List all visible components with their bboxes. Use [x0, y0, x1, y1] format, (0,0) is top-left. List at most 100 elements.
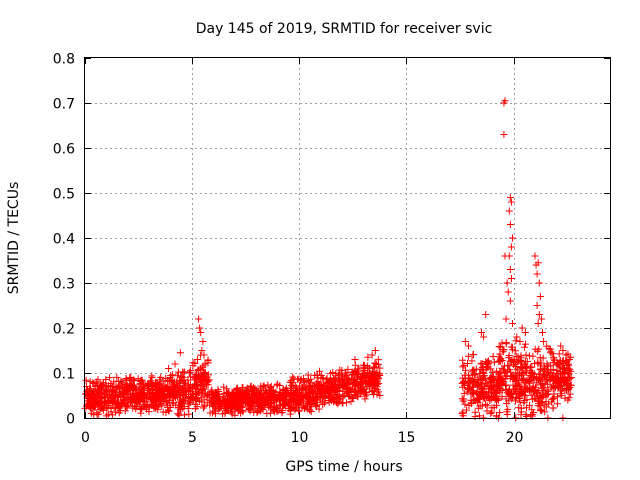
data-point	[290, 384, 298, 392]
data-point	[206, 401, 214, 409]
data-point	[369, 368, 377, 376]
data-point	[336, 376, 344, 384]
data-point	[109, 387, 117, 395]
data-point	[506, 194, 514, 201]
data-point	[278, 400, 286, 408]
data-point	[131, 386, 139, 394]
data-point	[128, 397, 136, 405]
data-point	[459, 356, 467, 364]
data-point	[184, 405, 192, 413]
data-point	[220, 383, 228, 391]
data-point	[362, 389, 370, 397]
data-point	[112, 404, 120, 412]
data-point	[539, 329, 546, 336]
data-point	[507, 243, 515, 251]
data-point	[269, 387, 277, 395]
data-point	[332, 369, 340, 377]
data-point	[288, 393, 296, 401]
data-point	[152, 402, 160, 410]
data-point	[460, 378, 468, 386]
data-point	[162, 397, 170, 405]
data-point	[475, 395, 483, 403]
data-point	[212, 410, 220, 418]
data-point	[333, 393, 341, 401]
data-point	[86, 378, 94, 386]
data-point	[487, 409, 495, 417]
data-point	[116, 384, 124, 392]
data-point	[110, 399, 118, 407]
data-point	[136, 406, 144, 414]
data-point	[238, 388, 246, 396]
data-point	[102, 376, 110, 384]
data-point	[277, 394, 285, 402]
data-point	[507, 198, 515, 206]
data-point	[370, 364, 378, 372]
chart-title: Day 145 of 2019, SRMTID for receiver svi…	[196, 21, 493, 37]
data-point	[254, 407, 262, 415]
y-axis-label: SRMTID / TECUs	[6, 182, 22, 295]
data-point	[223, 385, 231, 393]
data-point	[357, 381, 365, 389]
data-point	[465, 385, 473, 393]
data-point	[549, 404, 557, 412]
data-point	[225, 400, 233, 408]
data-point	[324, 384, 332, 392]
data-point	[319, 398, 327, 406]
data-point	[477, 360, 485, 368]
data-point	[176, 349, 184, 357]
data-point	[82, 390, 90, 398]
data-point	[344, 365, 352, 373]
y-tick-labels: 0 0.1 0.2 0.3 0.4 0.5 0.6 0.7 0.8	[53, 52, 75, 428]
data-point	[468, 357, 476, 365]
data-point	[91, 382, 99, 390]
data-point	[471, 413, 479, 421]
data-point	[164, 406, 172, 414]
data-point	[193, 381, 201, 389]
data-point	[108, 393, 116, 401]
data-point	[171, 360, 179, 368]
data-point	[175, 379, 183, 387]
data-point	[166, 377, 174, 385]
data-point	[342, 376, 350, 384]
data-point	[126, 384, 134, 392]
data-point	[110, 378, 118, 386]
data-point	[304, 376, 312, 384]
data-point	[290, 375, 298, 383]
data-point	[503, 408, 511, 416]
data-point	[136, 391, 144, 399]
data-point	[470, 370, 478, 378]
data-point	[371, 360, 379, 368]
data-point	[86, 402, 94, 410]
x-tick-labels: 0 5 10 15 20	[81, 430, 523, 446]
data-point	[232, 400, 240, 408]
data-point	[490, 403, 498, 411]
data-point	[246, 402, 254, 410]
data-point	[196, 382, 204, 390]
data-point	[469, 350, 477, 358]
data-point	[495, 343, 503, 351]
data-point	[140, 390, 148, 398]
data-point	[198, 389, 206, 397]
data-point	[145, 408, 153, 416]
data-point	[459, 363, 467, 371]
data-point	[500, 131, 508, 138]
y-tick-label: 0	[66, 412, 75, 428]
data-point	[236, 398, 244, 406]
data-point	[263, 410, 271, 418]
data-point	[548, 396, 556, 404]
grid	[85, 58, 610, 418]
data-point	[369, 387, 377, 395]
data-point	[234, 404, 242, 412]
data-point	[460, 361, 468, 369]
data-point	[129, 383, 137, 391]
data-point	[356, 387, 364, 395]
data-point	[297, 390, 305, 398]
data-point	[504, 288, 512, 296]
data-point	[355, 370, 363, 378]
data-point	[502, 315, 510, 323]
data-point	[165, 387, 173, 395]
data-point	[342, 369, 350, 377]
data-point	[283, 388, 291, 396]
data-point	[148, 396, 156, 404]
data-point	[465, 379, 473, 387]
